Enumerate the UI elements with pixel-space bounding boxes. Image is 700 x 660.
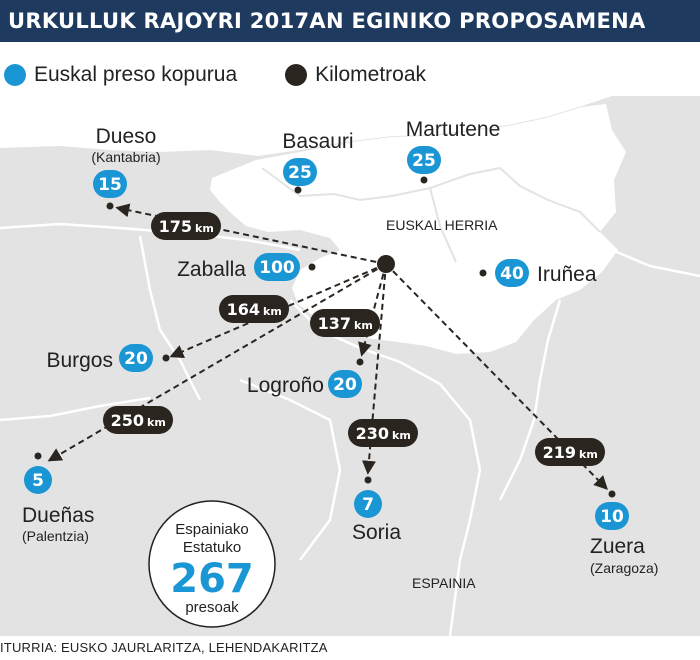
euskal-herria-origin [377, 255, 395, 273]
title-bar: URKULLUK RAJOYRI 2017AN EGINIKO PROPOSAM… [0, 0, 700, 42]
km-unit-duenas: km [147, 416, 166, 429]
prisoners-count-zuera: 10 [600, 507, 624, 527]
markers [34, 176, 616, 498]
place-name-zaballa: Zaballa [177, 258, 246, 281]
place-name-soria: Soria [352, 521, 401, 544]
blue-circle-icon [4, 64, 26, 86]
route-logrono [358, 263, 387, 357]
place-name-iruna: Iruñea [537, 263, 597, 286]
km-badge-dueso: 175 km [151, 212, 221, 240]
place-subname-dueso: (Kantabria) [91, 149, 160, 165]
place-dot-martutene [420, 176, 428, 184]
dark-circle-icon [285, 64, 308, 86]
place-dot-iruna [479, 269, 487, 277]
place-name-dueso: Dueso [96, 125, 157, 148]
prisoners-count-duenas: 5 [32, 471, 44, 491]
prisoners-badge-soria: 7 [354, 490, 382, 518]
km-unit-soria: km [392, 429, 411, 442]
prisoners-badge-martutene: 25 [407, 146, 441, 174]
prisoners-count-martutene: 25 [412, 151, 436, 171]
prisoners-count-dueso: 15 [98, 175, 122, 195]
total-line3: presoak [185, 599, 239, 616]
km-value-burgos: 164 [227, 300, 260, 319]
km-badge-duenas: 250 km [103, 406, 173, 434]
km-unit-zuera: km [579, 448, 598, 461]
place-subname-duenas: (Palentzia) [22, 528, 89, 544]
km-value-logrono: 137 [318, 314, 351, 333]
km-unit-dueso: km [195, 222, 214, 235]
place-dot-duenas [34, 452, 42, 460]
place-dot-logrono [356, 358, 364, 366]
legend-km-label: Kilometroak [315, 63, 427, 86]
place-name-duenas: Dueñas [22, 504, 94, 527]
km-unit-burgos: km [263, 305, 282, 318]
total-line2: Estatuko [183, 539, 241, 556]
place-dot-burgos [162, 354, 170, 362]
prisoners-count-zaballa: 100 [259, 258, 295, 278]
legend-prisoners-label: Euskal preso kopurua [34, 63, 238, 86]
km-value-zuera: 219 [543, 443, 576, 462]
prisoners-count-logrono: 20 [333, 375, 357, 395]
place-dot-basauri [294, 186, 302, 194]
km-value-soria: 230 [356, 424, 389, 443]
legend-km: Kilometroak [285, 63, 426, 87]
place-subname-zuera: (Zaragoza) [590, 560, 658, 576]
km-badge-burgos: 164 km [219, 295, 289, 323]
source-credit: ITURRIA: EUSKO JAURLARITZA, LEHENDAKARIT… [0, 640, 328, 655]
place-name-logrono: Logroño [247, 374, 324, 397]
espainia-label: ESPAINIA [412, 575, 476, 591]
place-name-burgos: Burgos [46, 349, 113, 372]
prisoners-badge-basauri: 25 [283, 158, 317, 186]
total-number: 267 [170, 556, 254, 602]
km-badge-soria: 230 km [348, 419, 418, 447]
route-burgos [169, 263, 387, 359]
place-dot-soria [364, 476, 372, 484]
total-line1: Espainiako [175, 521, 248, 538]
prisoners-count-basauri: 25 [288, 163, 312, 183]
route-dueso [115, 203, 387, 265]
prisoners-badge-zaballa: 100 [254, 253, 300, 281]
prisoners-count-soria: 7 [362, 495, 374, 515]
prisoners-badge-zuera: 10 [595, 502, 629, 530]
legend-prisoners: Euskal preso kopurua [4, 63, 237, 87]
place-name-martutene: Martutene [406, 118, 501, 141]
km-unit-logrono: km [354, 319, 373, 332]
km-badge-logrono: 137 km [310, 309, 380, 337]
total-prisoners-badge: Espainiako Estatuko 267 presoak [148, 500, 276, 628]
prisoners-badge-logrono: 20 [328, 370, 362, 398]
place-dot-zaballa [308, 263, 316, 271]
prisoners-badge-dueso: 15 [93, 170, 127, 198]
place-dot-zuera [608, 490, 616, 498]
prisoners-badge-iruna: 40 [495, 259, 529, 287]
prisoners-badge-duenas: 5 [24, 466, 52, 494]
prisoners-count-burgos: 20 [124, 349, 148, 369]
prisoners-badge-burgos: 20 [119, 344, 153, 372]
place-name-basauri: Basauri [282, 130, 353, 153]
place-dot-dueso [106, 202, 114, 210]
euskal-herria-label: EUSKAL HERRIA [386, 217, 498, 233]
prisoners-count-iruna: 40 [500, 264, 524, 284]
legend: Euskal preso kopurua Kilometroak [4, 60, 474, 90]
place-name-zuera: Zuera [590, 535, 645, 558]
page-title: URKULLUK RAJOYRI 2017AN EGINIKO PROPOSAM… [8, 9, 646, 33]
euskal-herria-borders [261, 167, 601, 263]
km-value-duenas: 250 [111, 411, 144, 430]
km-badge-zuera: 219 km [535, 438, 605, 466]
km-value-dueso: 175 [159, 217, 192, 236]
